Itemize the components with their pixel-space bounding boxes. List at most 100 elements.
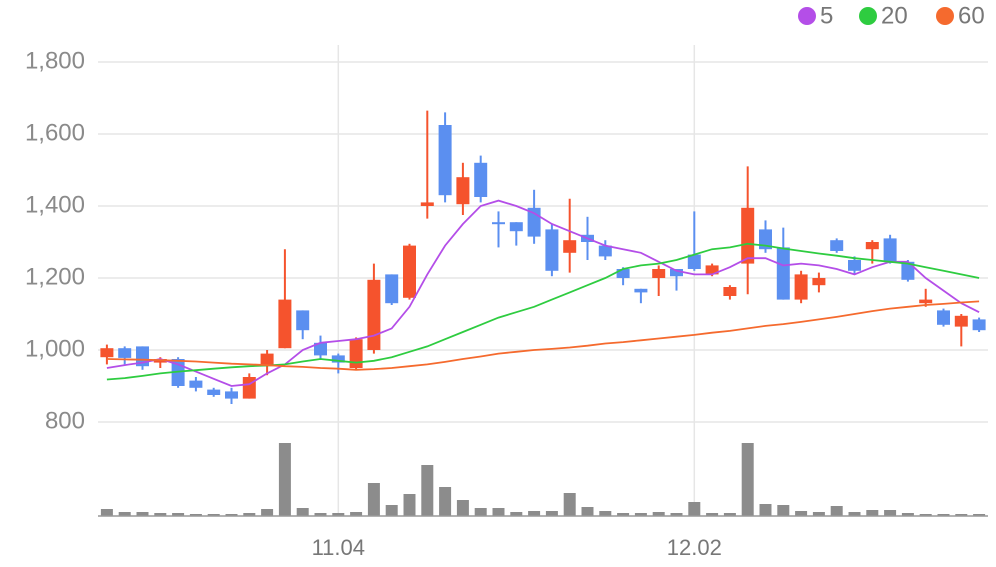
volume-bar [617, 513, 630, 516]
volume-bar [403, 494, 416, 516]
volume-bar [599, 511, 612, 516]
ma-line [106, 300, 980, 371]
volume-bar [670, 513, 683, 516]
x-tick-label: 12.02 [667, 535, 722, 560]
candle-body [812, 278, 826, 286]
volume-bar [492, 508, 505, 516]
volume-bar [136, 512, 149, 516]
legend-marker [798, 7, 816, 25]
candle-body [723, 287, 737, 296]
volume-bar [848, 512, 861, 516]
candle-body [563, 240, 577, 253]
volume-bar [634, 513, 647, 516]
y-tick-label: 800 [45, 407, 85, 434]
volume-bar [421, 465, 434, 516]
candle-body [403, 245, 416, 298]
volume-bar [278, 443, 291, 516]
candle-body [367, 279, 381, 350]
volume-bar [332, 513, 345, 516]
candle-body [474, 162, 488, 197]
candle-body [349, 339, 363, 368]
candle-body [616, 269, 630, 278]
volume-bar [563, 493, 576, 516]
volume-bar [207, 514, 220, 516]
volume-bar [545, 511, 558, 516]
volume-bar [919, 514, 932, 516]
candle-body [492, 222, 505, 225]
candle-body [972, 319, 986, 331]
volume-bar [189, 514, 202, 516]
candle-body [420, 202, 434, 206]
candle-body [670, 269, 683, 277]
ma-line [106, 199, 980, 387]
volume-bar [510, 512, 523, 516]
candle-body [100, 348, 114, 358]
candle-body [865, 242, 879, 250]
candle-body [705, 265, 719, 275]
candle-body [794, 274, 808, 300]
candle-body [848, 260, 861, 271]
y-tick-label: 1,600 [25, 119, 85, 146]
volume-bar [314, 513, 327, 516]
candle-body [314, 342, 327, 356]
legend-label: 20 [881, 2, 908, 29]
volume-bar [350, 512, 363, 516]
volume-bar [100, 509, 113, 516]
volume-bar [154, 513, 167, 516]
candle-body [634, 288, 648, 293]
y-tick-label: 1,200 [25, 263, 85, 290]
candle-body [759, 229, 772, 250]
volume-bar [777, 505, 790, 516]
candle-body [652, 269, 666, 278]
volume-bar [296, 508, 309, 516]
volume-bar [812, 512, 825, 516]
ma-line [106, 242, 980, 381]
candle-body [883, 238, 897, 262]
candle-body [118, 348, 132, 358]
candle-body [954, 315, 968, 327]
legend-label: 60 [958, 2, 985, 29]
candle-body [598, 245, 612, 257]
candle-body [225, 391, 238, 399]
legend-marker [859, 7, 877, 25]
candle-body [456, 177, 470, 205]
volume-bar [261, 509, 274, 516]
volume-bar [581, 507, 594, 516]
volume-bar [172, 513, 185, 516]
candle-body [260, 353, 274, 367]
volume-bar [243, 513, 256, 516]
volume-bar [830, 506, 843, 516]
y-tick-label: 1,000 [25, 335, 85, 362]
volume-bar [937, 514, 950, 516]
candle-body [545, 229, 559, 271]
volume-bar [795, 511, 808, 516]
volume-bar [688, 502, 701, 516]
candle-body [687, 254, 701, 269]
candle-body [438, 125, 452, 196]
candle-body [331, 355, 345, 363]
volume-bar [866, 510, 879, 516]
volume-bar [474, 508, 487, 516]
candle-body [901, 261, 915, 280]
volume-bar [528, 511, 541, 516]
candle-body [296, 310, 310, 331]
candle-body [278, 299, 292, 349]
volume-bar [456, 500, 469, 516]
candle-body [509, 222, 523, 232]
y-tick-label: 1,400 [25, 191, 85, 218]
volume-bar [741, 443, 754, 516]
candle-body [937, 310, 950, 325]
candle-body [207, 389, 221, 395]
volume-bar [652, 512, 665, 516]
volume-bar [118, 512, 131, 516]
candle-body [189, 380, 203, 388]
candle-body [919, 299, 933, 304]
candle-body [741, 207, 755, 264]
volume-bar [706, 513, 719, 516]
candle-body [385, 274, 399, 304]
volume-bar [973, 514, 986, 516]
volume-bar [955, 514, 968, 516]
volume-bar [723, 513, 736, 516]
volume-bar [439, 487, 452, 516]
